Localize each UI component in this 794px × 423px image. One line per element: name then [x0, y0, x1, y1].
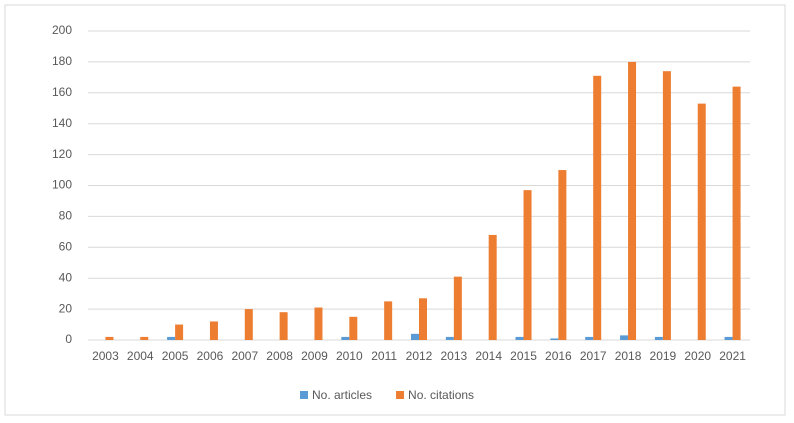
- y-tick-label: 0: [65, 332, 72, 346]
- x-tick-label: 2008: [266, 349, 293, 363]
- x-tick-label: 2020: [684, 349, 711, 363]
- bar: [384, 301, 393, 340]
- bar: [558, 170, 567, 340]
- bar: [724, 336, 733, 340]
- bar: [411, 333, 419, 340]
- bar: [209, 321, 218, 340]
- legend-swatch: [396, 391, 405, 399]
- bar: [550, 338, 559, 340]
- bar: [445, 336, 454, 340]
- bar: [105, 336, 114, 340]
- x-tick-label: 2007: [231, 349, 258, 363]
- bar: [244, 309, 253, 340]
- bar: [167, 336, 176, 340]
- x-tick-label: 2011: [371, 349, 397, 363]
- x-tick-label: 2013: [440, 349, 467, 363]
- bar: [175, 324, 184, 340]
- x-tick-label: 2016: [545, 349, 572, 363]
- bar: [585, 336, 594, 340]
- x-tick-label: 2003: [92, 349, 119, 363]
- x-tick-label: 2005: [162, 349, 189, 363]
- legend-swatch: [300, 391, 308, 399]
- bar: [620, 335, 629, 340]
- bar: [279, 312, 288, 340]
- x-tick-label: 2014: [475, 349, 502, 363]
- y-tick-label: 180: [52, 54, 72, 68]
- bar: [488, 234, 497, 340]
- x-tick-label: 2018: [615, 349, 642, 363]
- bar: [515, 336, 524, 340]
- bar: [523, 190, 532, 340]
- legend-label: No. citations: [408, 388, 474, 402]
- bar: [662, 71, 671, 341]
- bar: [654, 336, 663, 340]
- legend-label: No. articles: [312, 388, 372, 402]
- y-tick-label: 120: [52, 147, 72, 161]
- bar: [314, 307, 323, 340]
- chart-border: [4, 4, 786, 416]
- bar: [697, 103, 706, 341]
- bar: [419, 298, 427, 340]
- y-tick-label: 20: [59, 301, 73, 315]
- bar: [593, 75, 602, 341]
- y-tick-label: 80: [59, 209, 73, 223]
- y-tick-label: 60: [59, 239, 73, 253]
- y-tick-label: 140: [52, 116, 72, 130]
- bar: [628, 61, 637, 341]
- x-tick-label: 2019: [650, 349, 677, 363]
- x-tick-label: 2021: [719, 349, 746, 363]
- y-tick-label: 200: [52, 23, 72, 37]
- y-tick-label: 160: [52, 85, 72, 99]
- x-tick-label: 2004: [127, 349, 154, 363]
- x-tick-label: 2009: [301, 349, 328, 363]
- x-tick-label: 2010: [336, 349, 363, 363]
- y-tick-label: 40: [59, 270, 73, 284]
- bar: [732, 86, 741, 341]
- bar: [453, 276, 462, 340]
- y-tick-label: 100: [52, 178, 72, 192]
- bar: [341, 336, 350, 340]
- x-tick-label: 2017: [580, 349, 607, 363]
- x-tick-label: 2012: [406, 349, 433, 363]
- bar: [140, 336, 149, 340]
- bar: [349, 316, 358, 340]
- x-tick-label: 2006: [197, 349, 224, 363]
- x-tick-label: 2015: [510, 349, 537, 363]
